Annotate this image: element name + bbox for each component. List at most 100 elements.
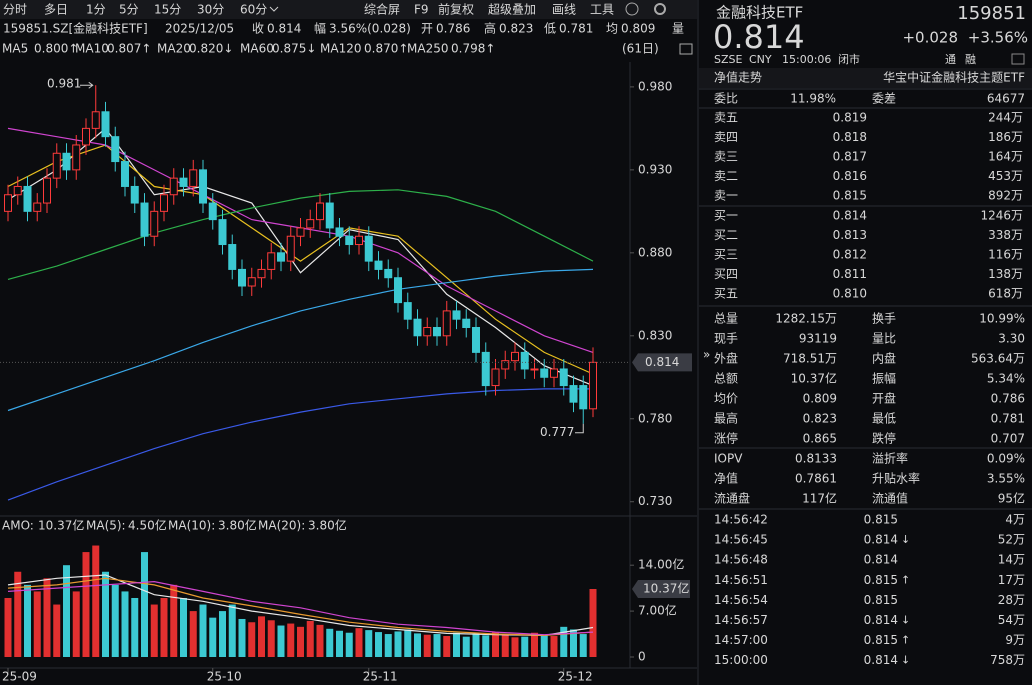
candle-body: [559, 368, 568, 387]
volume-bar: [199, 604, 207, 657]
tick-time: 14:56:45: [714, 533, 768, 547]
stat-value: 0.8133: [795, 452, 837, 466]
toolbar-button[interactable]: 5分: [119, 3, 139, 17]
y-tick-label: 14.00亿: [638, 557, 684, 572]
security-code: 159851: [957, 3, 1026, 24]
book-price: 0.813: [833, 228, 867, 242]
status: 闭市: [838, 52, 860, 66]
toolbar-button[interactable]: 超级叠加: [488, 2, 536, 17]
tab[interactable]: 净值走势: [714, 70, 762, 85]
window-icon[interactable]: [679, 43, 693, 55]
book-label: 买一: [714, 209, 738, 223]
last-volume-box: [632, 580, 690, 598]
volume-bar: [121, 591, 129, 657]
candle-body: [82, 127, 90, 146]
stat-label: 涨停: [714, 431, 738, 446]
volume-bar: [443, 636, 451, 657]
tick-time: 14:56:54: [714, 593, 768, 607]
book-price: 0.810: [833, 287, 867, 301]
stat-value: 0.781: [991, 412, 1025, 426]
toolbar-button[interactable]: 多日: [44, 3, 68, 17]
candle-body: [491, 368, 500, 387]
volume-bar: [248, 622, 256, 657]
toolbar-button[interactable]: 综合屏: [364, 2, 400, 17]
volume-bar: [102, 571, 109, 657]
volume-ma-line: [7, 577, 594, 637]
candle-body: [316, 202, 324, 221]
quote-label: 开: [421, 22, 433, 36]
quote-value: 0.814: [267, 22, 301, 36]
settings-icon[interactable]: [654, 3, 666, 15]
volume-bar: [63, 565, 70, 657]
collapse-icon[interactable]: »: [703, 348, 710, 362]
candle-body: [72, 144, 81, 171]
row-label: 委差: [872, 92, 896, 106]
candle-body: [442, 310, 451, 337]
tick-volume: 17万: [998, 573, 1025, 587]
book-volume: 138万: [988, 267, 1023, 281]
volume-bar: [492, 632, 499, 657]
tick-time: 14:56:51: [714, 573, 768, 587]
x-tick-label: 25-11: [363, 670, 398, 684]
volume-bar: [453, 632, 460, 657]
candle-body: [550, 368, 558, 378]
volume-bar: [482, 635, 490, 657]
toolbar-button[interactable]: 分时: [3, 3, 27, 17]
tab-bar: [699, 68, 1032, 88]
stat-value: 1282.15万: [775, 312, 837, 326]
candle-body: [277, 252, 285, 262]
tab[interactable]: 华宝中证金融科技主题ETF: [883, 70, 1025, 85]
legend-value: 0.870↑: [364, 42, 408, 56]
toolbar-button[interactable]: 前复权: [438, 2, 474, 17]
quote-value: 0.823: [499, 22, 533, 36]
toolbar-button[interactable]: 工具: [590, 3, 614, 17]
stat-label: 流通值: [872, 491, 908, 506]
volume-bar: [326, 628, 334, 657]
candle-body: [169, 177, 178, 196]
currency: CNY: [749, 53, 772, 66]
toolbar-button[interactable]: 30分: [197, 3, 224, 17]
price-change-pct: +3.56%: [968, 29, 1028, 47]
toolbar-button[interactable]: F9: [414, 3, 429, 17]
candle-body: [413, 318, 422, 337]
volume-bar: [433, 634, 441, 657]
dropdown-arrow: [269, 6, 279, 12]
tick-price: 0.815: [864, 593, 898, 607]
toolbar-button[interactable]: 15分: [154, 3, 181, 17]
candle-body: [238, 268, 246, 287]
help-icon[interactable]: [625, 2, 639, 16]
candle-body: [569, 385, 578, 403]
book-volume: 244万: [988, 111, 1023, 125]
last-volume-label: 10.37亿: [643, 581, 689, 596]
tick-volume: 758万: [990, 653, 1025, 667]
candle-body: [325, 202, 334, 229]
expand-icon[interactable]: [1011, 53, 1025, 65]
tick-arrow: ↓: [901, 533, 910, 546]
book-price: 0.817: [833, 150, 867, 164]
stat-label: 量比: [872, 332, 896, 346]
tick-volume: 28万: [998, 593, 1025, 607]
time: 15:00:06: [782, 53, 831, 66]
stat-label: 内盘: [872, 351, 896, 366]
book-price: 0.818: [833, 130, 867, 144]
candle-body: [589, 361, 597, 410]
volume-bar: [170, 584, 178, 657]
row-value: 64677: [987, 92, 1025, 106]
price-change: +0.028: [902, 29, 958, 47]
candle-body: [13, 185, 22, 196]
period-label[interactable]: (61日): [622, 42, 659, 56]
volume-bar: [24, 584, 31, 657]
stat-value: 10.37亿: [791, 371, 837, 386]
exchange: SZSE: [714, 53, 743, 66]
stat-label: 总量: [714, 312, 738, 326]
toolbar-button[interactable]: 60分: [240, 3, 267, 17]
legend-name: MA20: [157, 42, 191, 56]
low-arrow: [575, 423, 584, 434]
legend-name: MA(20):: [258, 519, 305, 533]
toolbar-button[interactable]: 1分: [86, 3, 106, 17]
toolbar-button[interactable]: 画线: [552, 3, 576, 17]
x-tick-label: 25-10: [207, 670, 242, 684]
book-label: 卖三: [714, 150, 738, 164]
stat-value: 0.809: [803, 392, 837, 406]
book-volume: 1246万: [980, 209, 1023, 223]
